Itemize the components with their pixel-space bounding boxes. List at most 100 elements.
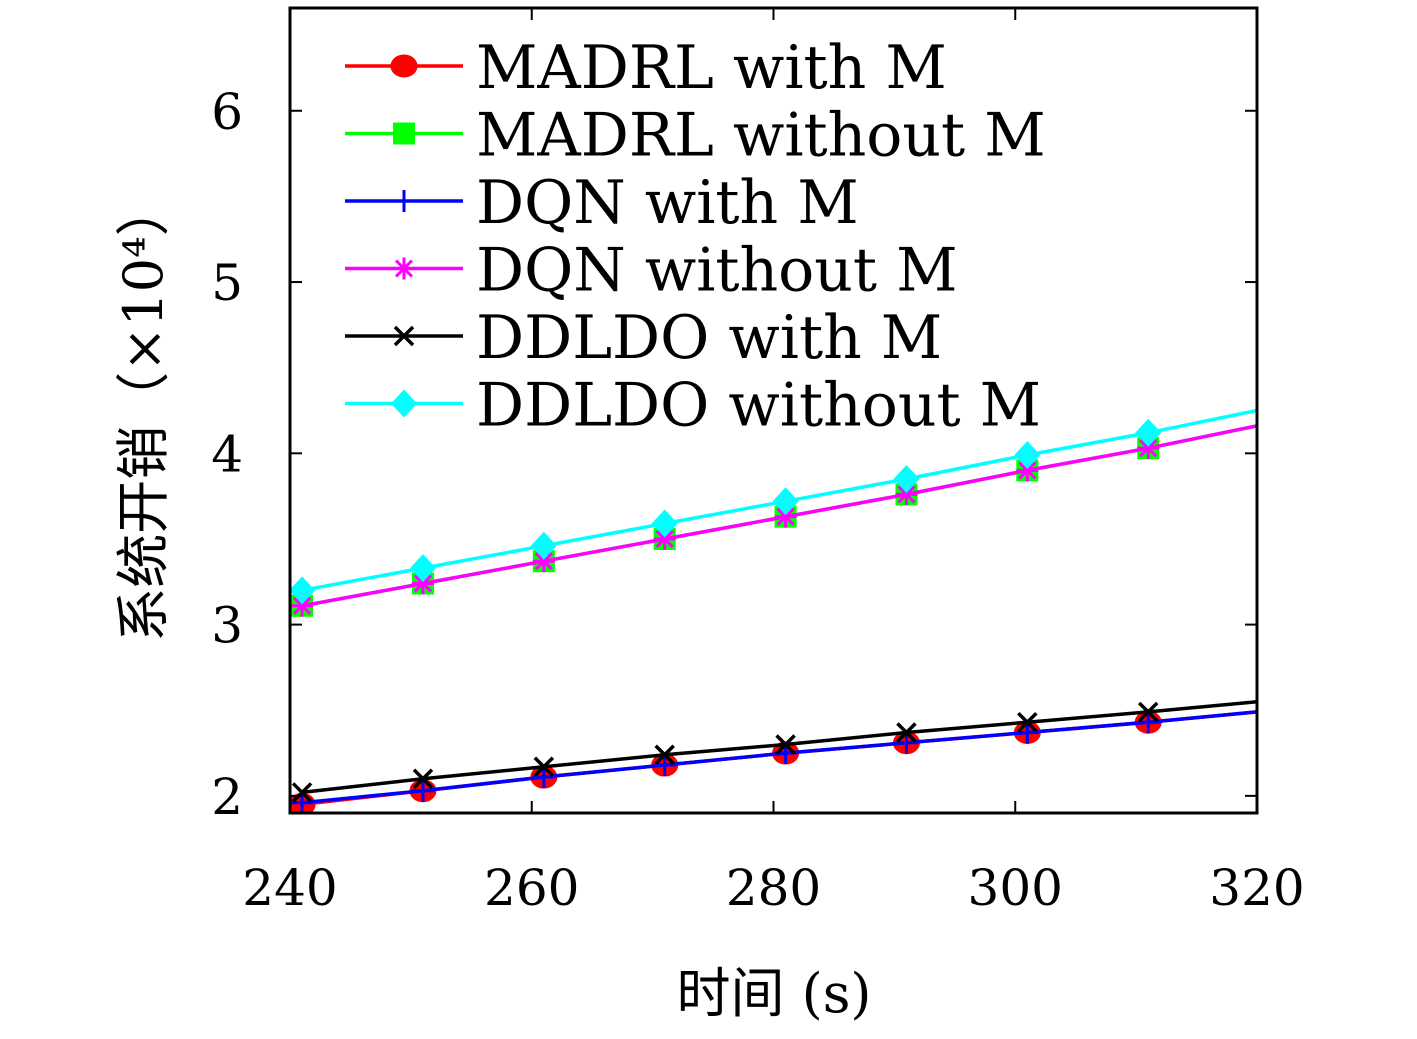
series-ddldo-with-m-point-7-shape xyxy=(1137,701,1159,723)
series-dqn-with-m-point-6 xyxy=(1016,721,1039,744)
series-ddldo-with-m-point-1 xyxy=(412,768,434,789)
series-ddldo-without-m-point-1-shape xyxy=(409,554,436,583)
series-ddldo-without-m-point-1 xyxy=(409,554,436,583)
legend-ddldo-without-m-label: DDLDO without M xyxy=(476,371,1041,441)
legend-ddldo-with-m-marker xyxy=(393,325,415,347)
legend-ddldo-without-m-marker-shape xyxy=(391,389,417,418)
legend-dqn-without-m-label: DQN without M xyxy=(476,236,958,306)
legend-madrl-with-m: MADRL with M xyxy=(345,33,947,103)
legend-madrl-with-m-marker xyxy=(390,54,418,78)
series-layer xyxy=(290,408,1257,813)
series-ddldo-without-m-point-0 xyxy=(290,576,316,605)
series-dqn-without-m-point-2-shape xyxy=(532,550,555,573)
x-tick-label-3: 300 xyxy=(968,859,1063,917)
legend-ddldo-with-m-label: DDLDO with M xyxy=(476,303,942,373)
series-ddldo-with-m-point-4-shape xyxy=(775,734,796,755)
series-dqn-with-m-point-3 xyxy=(653,754,676,777)
series-dqn-with-m-point-5-shape xyxy=(895,731,918,754)
legend-ddldo-without-m: DDLDO without M xyxy=(345,371,1041,441)
series-ddldo-without-m-point-3-shape xyxy=(651,509,678,538)
series-ddldo-without-m-point-0-shape xyxy=(290,576,316,605)
legend-ddldo-without-m-marker xyxy=(391,389,417,418)
legend-dqn-with-m-marker xyxy=(393,190,415,212)
series-dqn-with-m-point-6-shape xyxy=(1016,721,1039,744)
series-ddldo-with-m-point-0-shape xyxy=(291,782,313,803)
legend-dqn-with-m: DQN with M xyxy=(345,168,859,238)
series-dqn-with-m-point-1 xyxy=(411,779,434,802)
legend-madrl-without-m-label: MADRL without M xyxy=(476,101,1046,171)
series-dqn-with-m-point-0-shape xyxy=(291,791,314,813)
legend-madrl-without-m-marker xyxy=(393,122,415,145)
legend-dqn-with-m-label: DQN with M xyxy=(476,168,859,238)
x-tick-label-2: 280 xyxy=(726,859,821,917)
series-ddldo-with-m-point-2-shape xyxy=(533,756,555,777)
series-dqn-with-m-point-1-shape xyxy=(411,779,434,802)
axes-layer: 240 260 280 300 320 2 3 4 5 6 xyxy=(211,6,1305,917)
legend-dqn-without-m-marker-shape xyxy=(393,257,415,280)
x-axis-label: 时间 (s) xyxy=(676,962,871,1025)
legend-dqn-without-m-marker xyxy=(393,257,415,280)
series-ddldo-with-m-point-5 xyxy=(896,722,917,743)
series-dqn-without-m xyxy=(291,424,1257,617)
series-dqn-without-m-point-3-shape xyxy=(653,527,676,550)
series-ddldo-without-m-point-5-shape xyxy=(893,465,920,494)
y-tick-label-3: 5 xyxy=(211,254,243,312)
series-dqn-with-m-point-3-shape xyxy=(653,754,676,777)
series-dqn-without-m-point-5-shape xyxy=(895,483,918,506)
legend-madrl-without-m-marker-shape xyxy=(393,122,415,145)
series-ddldo-without-m-point-5 xyxy=(893,465,920,494)
series-dqn-without-m-point-6-shape xyxy=(1016,459,1039,482)
legend-dqn-without-m: DQN without M xyxy=(345,236,958,306)
legend-madrl-without-m: MADRL without M xyxy=(345,101,1046,171)
series-ddldo-with-m-point-6-shape xyxy=(1017,711,1038,733)
series-dqn-without-m-point-4-shape xyxy=(774,505,797,528)
x-tick-label-0: 240 xyxy=(242,859,337,917)
y-axis-label: 系统开销（×10⁴） xyxy=(112,182,175,642)
series-clip-group xyxy=(290,408,1257,813)
series-ddldo-with-m-point-7 xyxy=(1137,701,1159,723)
series-ddldo-with-m-point-1-shape xyxy=(412,768,434,789)
series-dqn-without-m-point-7 xyxy=(1137,437,1160,460)
legend-ddldo-with-m: DDLDO with M xyxy=(345,303,942,373)
series-dqn-with-m-point-0 xyxy=(291,791,314,813)
series-ddldo-with-m-point-6 xyxy=(1017,711,1038,733)
legend-dqn-with-m-marker-shape xyxy=(393,190,415,212)
series-dqn-with-m-point-2-shape xyxy=(532,766,555,789)
series-dqn-with-m-point-7 xyxy=(1137,711,1160,734)
legend-madrl-with-m-label: MADRL with M xyxy=(476,33,947,103)
series-ddldo-with-m-point-2 xyxy=(533,756,555,777)
series-dqn-without-m-point-4 xyxy=(774,505,797,528)
series-dqn-without-m-point-3 xyxy=(653,527,676,550)
series-ddldo-with-m-point-0 xyxy=(291,782,313,803)
y-tick-label-4: 6 xyxy=(211,83,243,141)
series-dqn-with-m-point-7-shape xyxy=(1137,711,1160,734)
legend-madrl-with-m-marker-shape xyxy=(390,54,418,78)
series-ddldo-without-m-point-6-shape xyxy=(1014,441,1041,470)
series-ddldo-with-m-point-5-shape xyxy=(896,722,917,743)
series-dqn-with-m-point-2 xyxy=(532,766,555,789)
series-dqn-without-m-point-0-shape xyxy=(291,594,314,617)
y-tick-label-0: 2 xyxy=(211,768,243,826)
series-ddldo-without-m-point-3 xyxy=(651,509,678,538)
series-ddldo-without-m-point-7-shape xyxy=(1135,418,1162,447)
series-dqn-without-m-point-2 xyxy=(532,550,555,573)
series-ddldo-with-m xyxy=(291,699,1257,803)
y-tick-label-1: 3 xyxy=(211,597,243,655)
x-tick-label-4: 320 xyxy=(1209,859,1304,917)
series-dqn-without-m-point-5 xyxy=(895,483,918,506)
series-dqn-without-m-point-7-shape xyxy=(1137,437,1160,460)
series-ddldo-without-m-point-2 xyxy=(530,531,557,560)
series-ddldo-without-m-point-6 xyxy=(1014,441,1041,470)
series-ddldo-with-m-point-3-shape xyxy=(654,744,675,766)
series-dqn-without-m-point-6 xyxy=(1016,459,1039,482)
series-ddldo-without-m-point-2-shape xyxy=(530,531,557,560)
series-ddldo-without-m xyxy=(290,408,1257,605)
series-ddldo-with-m-point-3 xyxy=(654,744,675,766)
y-tick-label-2: 4 xyxy=(211,425,243,483)
series-dqn-without-m-point-0 xyxy=(291,594,314,617)
series-dqn-with-m xyxy=(291,710,1257,813)
series-ddldo-without-m-point-4 xyxy=(772,487,799,516)
series-dqn-with-m-point-5 xyxy=(895,731,918,754)
